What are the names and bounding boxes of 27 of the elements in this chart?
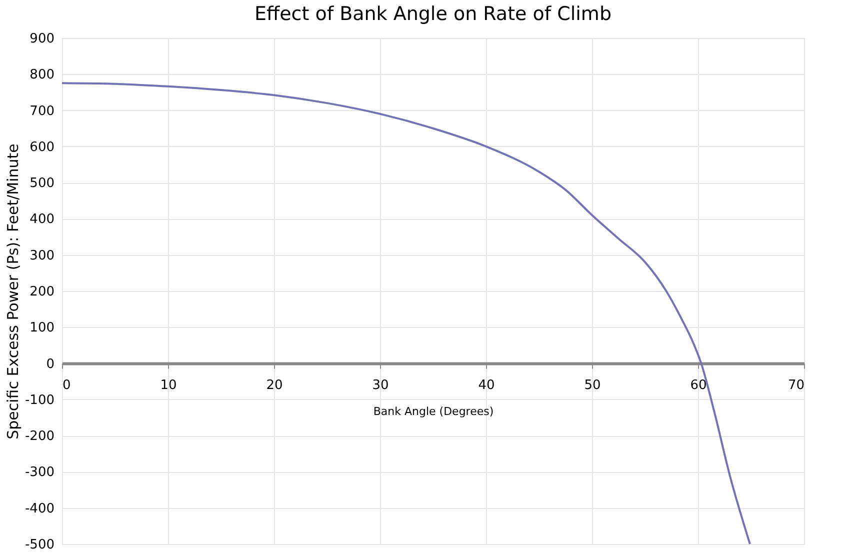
y-tick-label: -500 xyxy=(24,538,54,552)
y-tick-label: -100 xyxy=(24,392,54,408)
y-tick-label: 400 xyxy=(30,212,54,228)
x-tick-label: 50 xyxy=(584,378,601,393)
x-tick-label: 30 xyxy=(372,378,389,393)
x-tick-label: 70 xyxy=(788,378,804,393)
y-tick-label: 800 xyxy=(30,68,54,83)
y-tick-label: 300 xyxy=(30,248,54,264)
x-tick-label: 0 xyxy=(62,378,71,393)
y-tick-label: -400 xyxy=(24,501,54,516)
y-tick-label: 200 xyxy=(30,284,54,300)
y-axis-title: Specific Excess Power (Ps): Feet/Minute xyxy=(4,144,22,440)
y-tick-label: 600 xyxy=(30,140,54,155)
x-tick-label: 40 xyxy=(478,378,495,393)
y-tick-label: 0 xyxy=(46,356,54,372)
x-axis-title: Bank Angle (Degrees) xyxy=(373,404,494,418)
x-tick-label: 10 xyxy=(160,378,177,393)
y-tick-label: 700 xyxy=(30,104,54,119)
chart-title: Effect of Bank Angle on Rate of Climb xyxy=(254,3,612,25)
y-tick-label: -300 xyxy=(24,465,54,480)
y-tick-label: 100 xyxy=(30,320,54,336)
y-tick-label: 900 xyxy=(30,32,54,46)
y-tick-label: -200 xyxy=(24,429,54,444)
y-tick-label: 500 xyxy=(30,176,54,192)
line-series xyxy=(61,82,751,545)
x-tick-label: 60 xyxy=(690,378,707,393)
x-tick-label: 20 xyxy=(266,378,283,393)
